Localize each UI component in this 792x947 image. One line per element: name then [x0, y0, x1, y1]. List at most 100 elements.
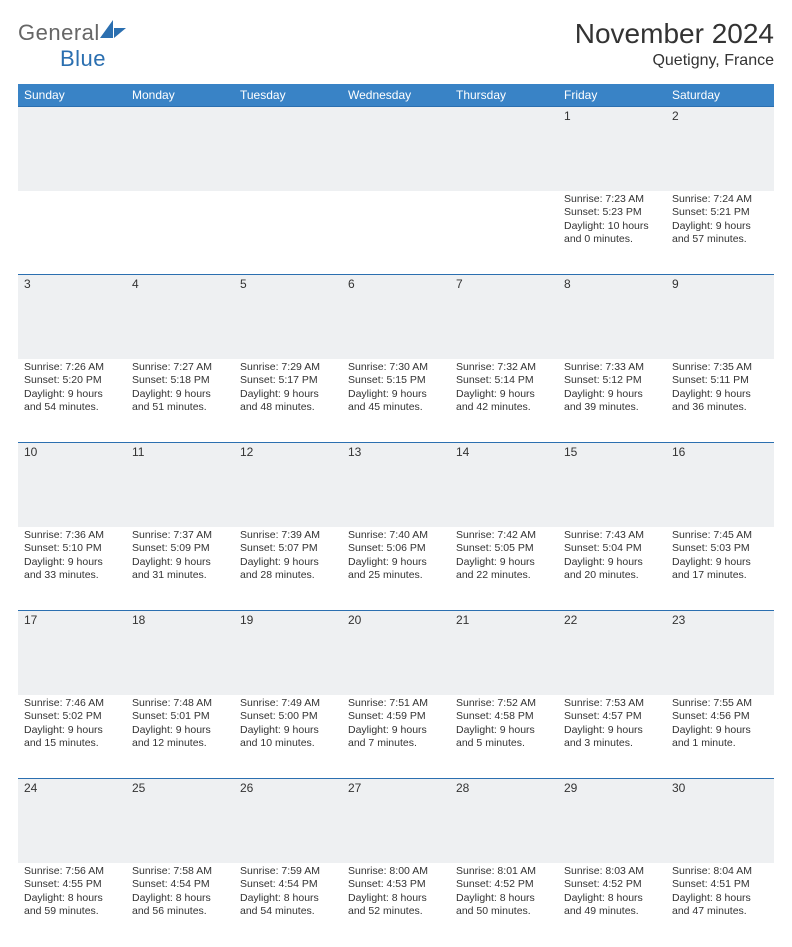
sunset-line: Sunset: 4:52 PM: [456, 878, 552, 892]
sunset-line: Sunset: 5:11 PM: [672, 374, 768, 388]
day-details: Sunrise: 7:49 AMSunset: 5:00 PMDaylight:…: [234, 695, 342, 756]
daynum-row: 3456789: [18, 275, 774, 359]
day-body-cell: Sunrise: 7:27 AMSunset: 5:18 PMDaylight:…: [126, 359, 234, 443]
day-details: Sunrise: 7:37 AMSunset: 5:09 PMDaylight:…: [126, 527, 234, 588]
day-number-cell: 19: [234, 611, 342, 695]
day-number: 13: [342, 443, 450, 461]
col-sunday: Sunday: [18, 84, 126, 107]
sunrise-line: Sunrise: 7:40 AM: [348, 529, 444, 543]
sunrise-line: Sunrise: 7:43 AM: [564, 529, 660, 543]
sunrise-line: Sunrise: 7:29 AM: [240, 361, 336, 375]
sunrise-line: Sunrise: 7:58 AM: [132, 865, 228, 879]
day-number-cell: 15: [558, 443, 666, 527]
sunrise-line: Sunrise: 7:23 AM: [564, 193, 660, 207]
day-body-cell: Sunrise: 7:49 AMSunset: 5:00 PMDaylight:…: [234, 695, 342, 779]
daylight-line: Daylight: 9 hours and 20 minutes.: [564, 556, 660, 583]
day-number: 21: [450, 611, 558, 629]
day-number: 11: [126, 443, 234, 461]
day-number: 12: [234, 443, 342, 461]
day-body-cell: [18, 191, 126, 275]
day-number-cell: 30: [666, 779, 774, 863]
sunset-line: Sunset: 5:03 PM: [672, 542, 768, 556]
day-body-cell: Sunrise: 7:37 AMSunset: 5:09 PMDaylight:…: [126, 527, 234, 611]
day-body-cell: [342, 191, 450, 275]
daylight-line: Daylight: 9 hours and 15 minutes.: [24, 724, 120, 751]
logo-blue: Blue: [60, 46, 106, 71]
sunrise-line: Sunrise: 7:46 AM: [24, 697, 120, 711]
day-details: Sunrise: 7:56 AMSunset: 4:55 PMDaylight:…: [18, 863, 126, 924]
calendar-table: Sunday Monday Tuesday Wednesday Thursday…: [18, 84, 774, 947]
sunrise-line: Sunrise: 7:36 AM: [24, 529, 120, 543]
day-details: Sunrise: 8:04 AMSunset: 4:51 PMDaylight:…: [666, 863, 774, 924]
day-body-cell: Sunrise: 7:55 AMSunset: 4:56 PMDaylight:…: [666, 695, 774, 779]
daylight-line: Daylight: 9 hours and 3 minutes.: [564, 724, 660, 751]
sunset-line: Sunset: 5:14 PM: [456, 374, 552, 388]
sunrise-line: Sunrise: 7:24 AM: [672, 193, 768, 207]
day-details: Sunrise: 7:43 AMSunset: 5:04 PMDaylight:…: [558, 527, 666, 588]
day-number: 5: [234, 275, 342, 293]
day-details: Sunrise: 7:23 AMSunset: 5:23 PMDaylight:…: [558, 191, 666, 252]
daylight-line: Daylight: 9 hours and 17 minutes.: [672, 556, 768, 583]
day-details: Sunrise: 8:00 AMSunset: 4:53 PMDaylight:…: [342, 863, 450, 924]
sunset-line: Sunset: 5:20 PM: [24, 374, 120, 388]
day-number: 3: [18, 275, 126, 293]
day-number: 18: [126, 611, 234, 629]
day-body-cell: [126, 191, 234, 275]
sunrise-line: Sunrise: 8:03 AM: [564, 865, 660, 879]
day-number-cell: 17: [18, 611, 126, 695]
day-body-cell: Sunrise: 7:53 AMSunset: 4:57 PMDaylight:…: [558, 695, 666, 779]
day-number: 16: [666, 443, 774, 461]
sunset-line: Sunset: 4:58 PM: [456, 710, 552, 724]
day-number-cell: 7: [450, 275, 558, 359]
sunset-line: Sunset: 5:10 PM: [24, 542, 120, 556]
sunset-line: Sunset: 4:54 PM: [132, 878, 228, 892]
sunrise-line: Sunrise: 7:26 AM: [24, 361, 120, 375]
daylight-line: Daylight: 9 hours and 12 minutes.: [132, 724, 228, 751]
day-number-cell: 4: [126, 275, 234, 359]
day-details: Sunrise: 7:48 AMSunset: 5:01 PMDaylight:…: [126, 695, 234, 756]
col-monday: Monday: [126, 84, 234, 107]
day-details: Sunrise: 7:58 AMSunset: 4:54 PMDaylight:…: [126, 863, 234, 924]
sunset-line: Sunset: 5:21 PM: [672, 206, 768, 220]
daylight-line: Daylight: 9 hours and 45 minutes.: [348, 388, 444, 415]
day-body-cell: Sunrise: 8:03 AMSunset: 4:52 PMDaylight:…: [558, 863, 666, 947]
daynum-row: 10111213141516: [18, 443, 774, 527]
day-details: Sunrise: 7:46 AMSunset: 5:02 PMDaylight:…: [18, 695, 126, 756]
day-body-cell: Sunrise: 7:52 AMSunset: 4:58 PMDaylight:…: [450, 695, 558, 779]
sunrise-line: Sunrise: 7:42 AM: [456, 529, 552, 543]
day-number-cell: [18, 107, 126, 191]
logo-general: General: [18, 20, 100, 45]
sunset-line: Sunset: 5:15 PM: [348, 374, 444, 388]
day-number-cell: 16: [666, 443, 774, 527]
day-details: Sunrise: 8:01 AMSunset: 4:52 PMDaylight:…: [450, 863, 558, 924]
day-number: 15: [558, 443, 666, 461]
sunrise-line: Sunrise: 7:33 AM: [564, 361, 660, 375]
day-number-cell: 12: [234, 443, 342, 527]
sunset-line: Sunset: 4:57 PM: [564, 710, 660, 724]
day-number: 6: [342, 275, 450, 293]
day-body-cell: Sunrise: 7:59 AMSunset: 4:54 PMDaylight:…: [234, 863, 342, 947]
day-number-cell: [126, 107, 234, 191]
day-number: 7: [450, 275, 558, 293]
daylight-line: Daylight: 9 hours and 5 minutes.: [456, 724, 552, 751]
day-body-cell: Sunrise: 7:58 AMSunset: 4:54 PMDaylight:…: [126, 863, 234, 947]
day-details: Sunrise: 7:39 AMSunset: 5:07 PMDaylight:…: [234, 527, 342, 588]
sunrise-line: Sunrise: 7:32 AM: [456, 361, 552, 375]
sunset-line: Sunset: 5:06 PM: [348, 542, 444, 556]
day-number: 29: [558, 779, 666, 797]
daylight-line: Daylight: 9 hours and 48 minutes.: [240, 388, 336, 415]
day-number: 1: [558, 107, 666, 125]
daynum-row: 17181920212223: [18, 611, 774, 695]
logo-text: General Blue: [18, 18, 126, 72]
day-number: 27: [342, 779, 450, 797]
day-number-cell: 11: [126, 443, 234, 527]
day-number-cell: 1: [558, 107, 666, 191]
daylight-line: Daylight: 9 hours and 10 minutes.: [240, 724, 336, 751]
sunrise-line: Sunrise: 7:56 AM: [24, 865, 120, 879]
day-body-cell: [234, 191, 342, 275]
daylight-line: Daylight: 9 hours and 25 minutes.: [348, 556, 444, 583]
day-body-cell: Sunrise: 7:46 AMSunset: 5:02 PMDaylight:…: [18, 695, 126, 779]
day-number: 19: [234, 611, 342, 629]
topbar: General Blue November 2024 Quetigny, Fra…: [18, 18, 774, 72]
day-details: Sunrise: 7:32 AMSunset: 5:14 PMDaylight:…: [450, 359, 558, 420]
